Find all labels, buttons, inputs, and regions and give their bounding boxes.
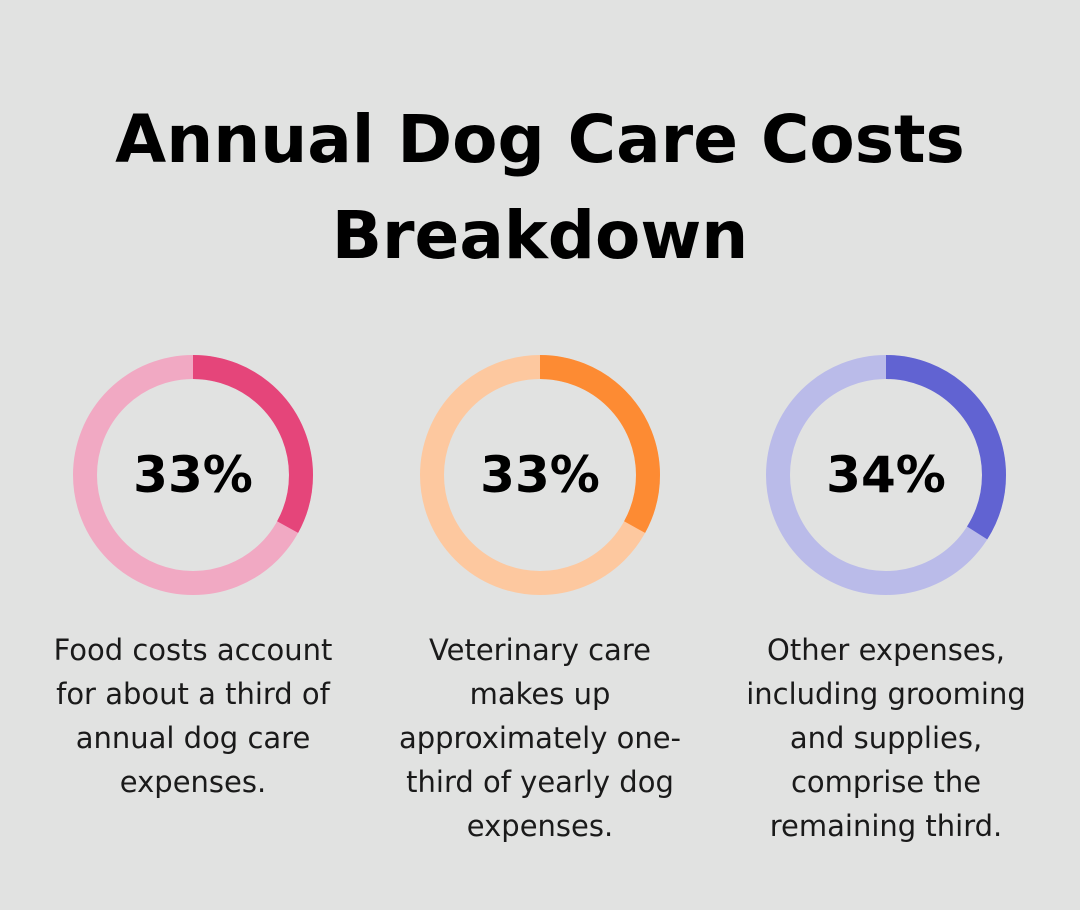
donut-food: 33% — [68, 350, 318, 600]
donut-fill-other — [766, 355, 1006, 595]
donut-other: 34% — [761, 350, 1011, 600]
title-line-2: Breakdown — [331, 197, 749, 274]
description-veterinary: Veterinary care makes up approximately o… — [398, 633, 682, 843]
page-title: Annual Dog Care Costs Breakdown — [0, 92, 1080, 284]
percent-label-veterinary: 33% — [480, 446, 600, 504]
percent-label-other: 34% — [826, 446, 946, 504]
percent-label-food: 33% — [133, 446, 253, 504]
stat-food: 33% Food costs account for about a third… — [33, 350, 353, 804]
stat-veterinary: 33% Veterinary care makes up approximate… — [380, 350, 700, 848]
description-other: Other expenses, including grooming and s… — [746, 633, 1026, 843]
donut-veterinary: 33% — [415, 350, 665, 600]
donut-ring-other — [766, 355, 1006, 595]
donut-ring-food — [73, 355, 313, 595]
stat-other: 34% Other expenses, including grooming a… — [726, 350, 1046, 848]
donut-fill-food — [73, 355, 313, 595]
description-food: Food costs account for about a third of … — [53, 633, 333, 799]
title-line-1: Annual Dog Care Costs — [115, 101, 965, 178]
donut-ring-veterinary — [420, 355, 660, 595]
donut-fill-veterinary — [420, 355, 660, 595]
